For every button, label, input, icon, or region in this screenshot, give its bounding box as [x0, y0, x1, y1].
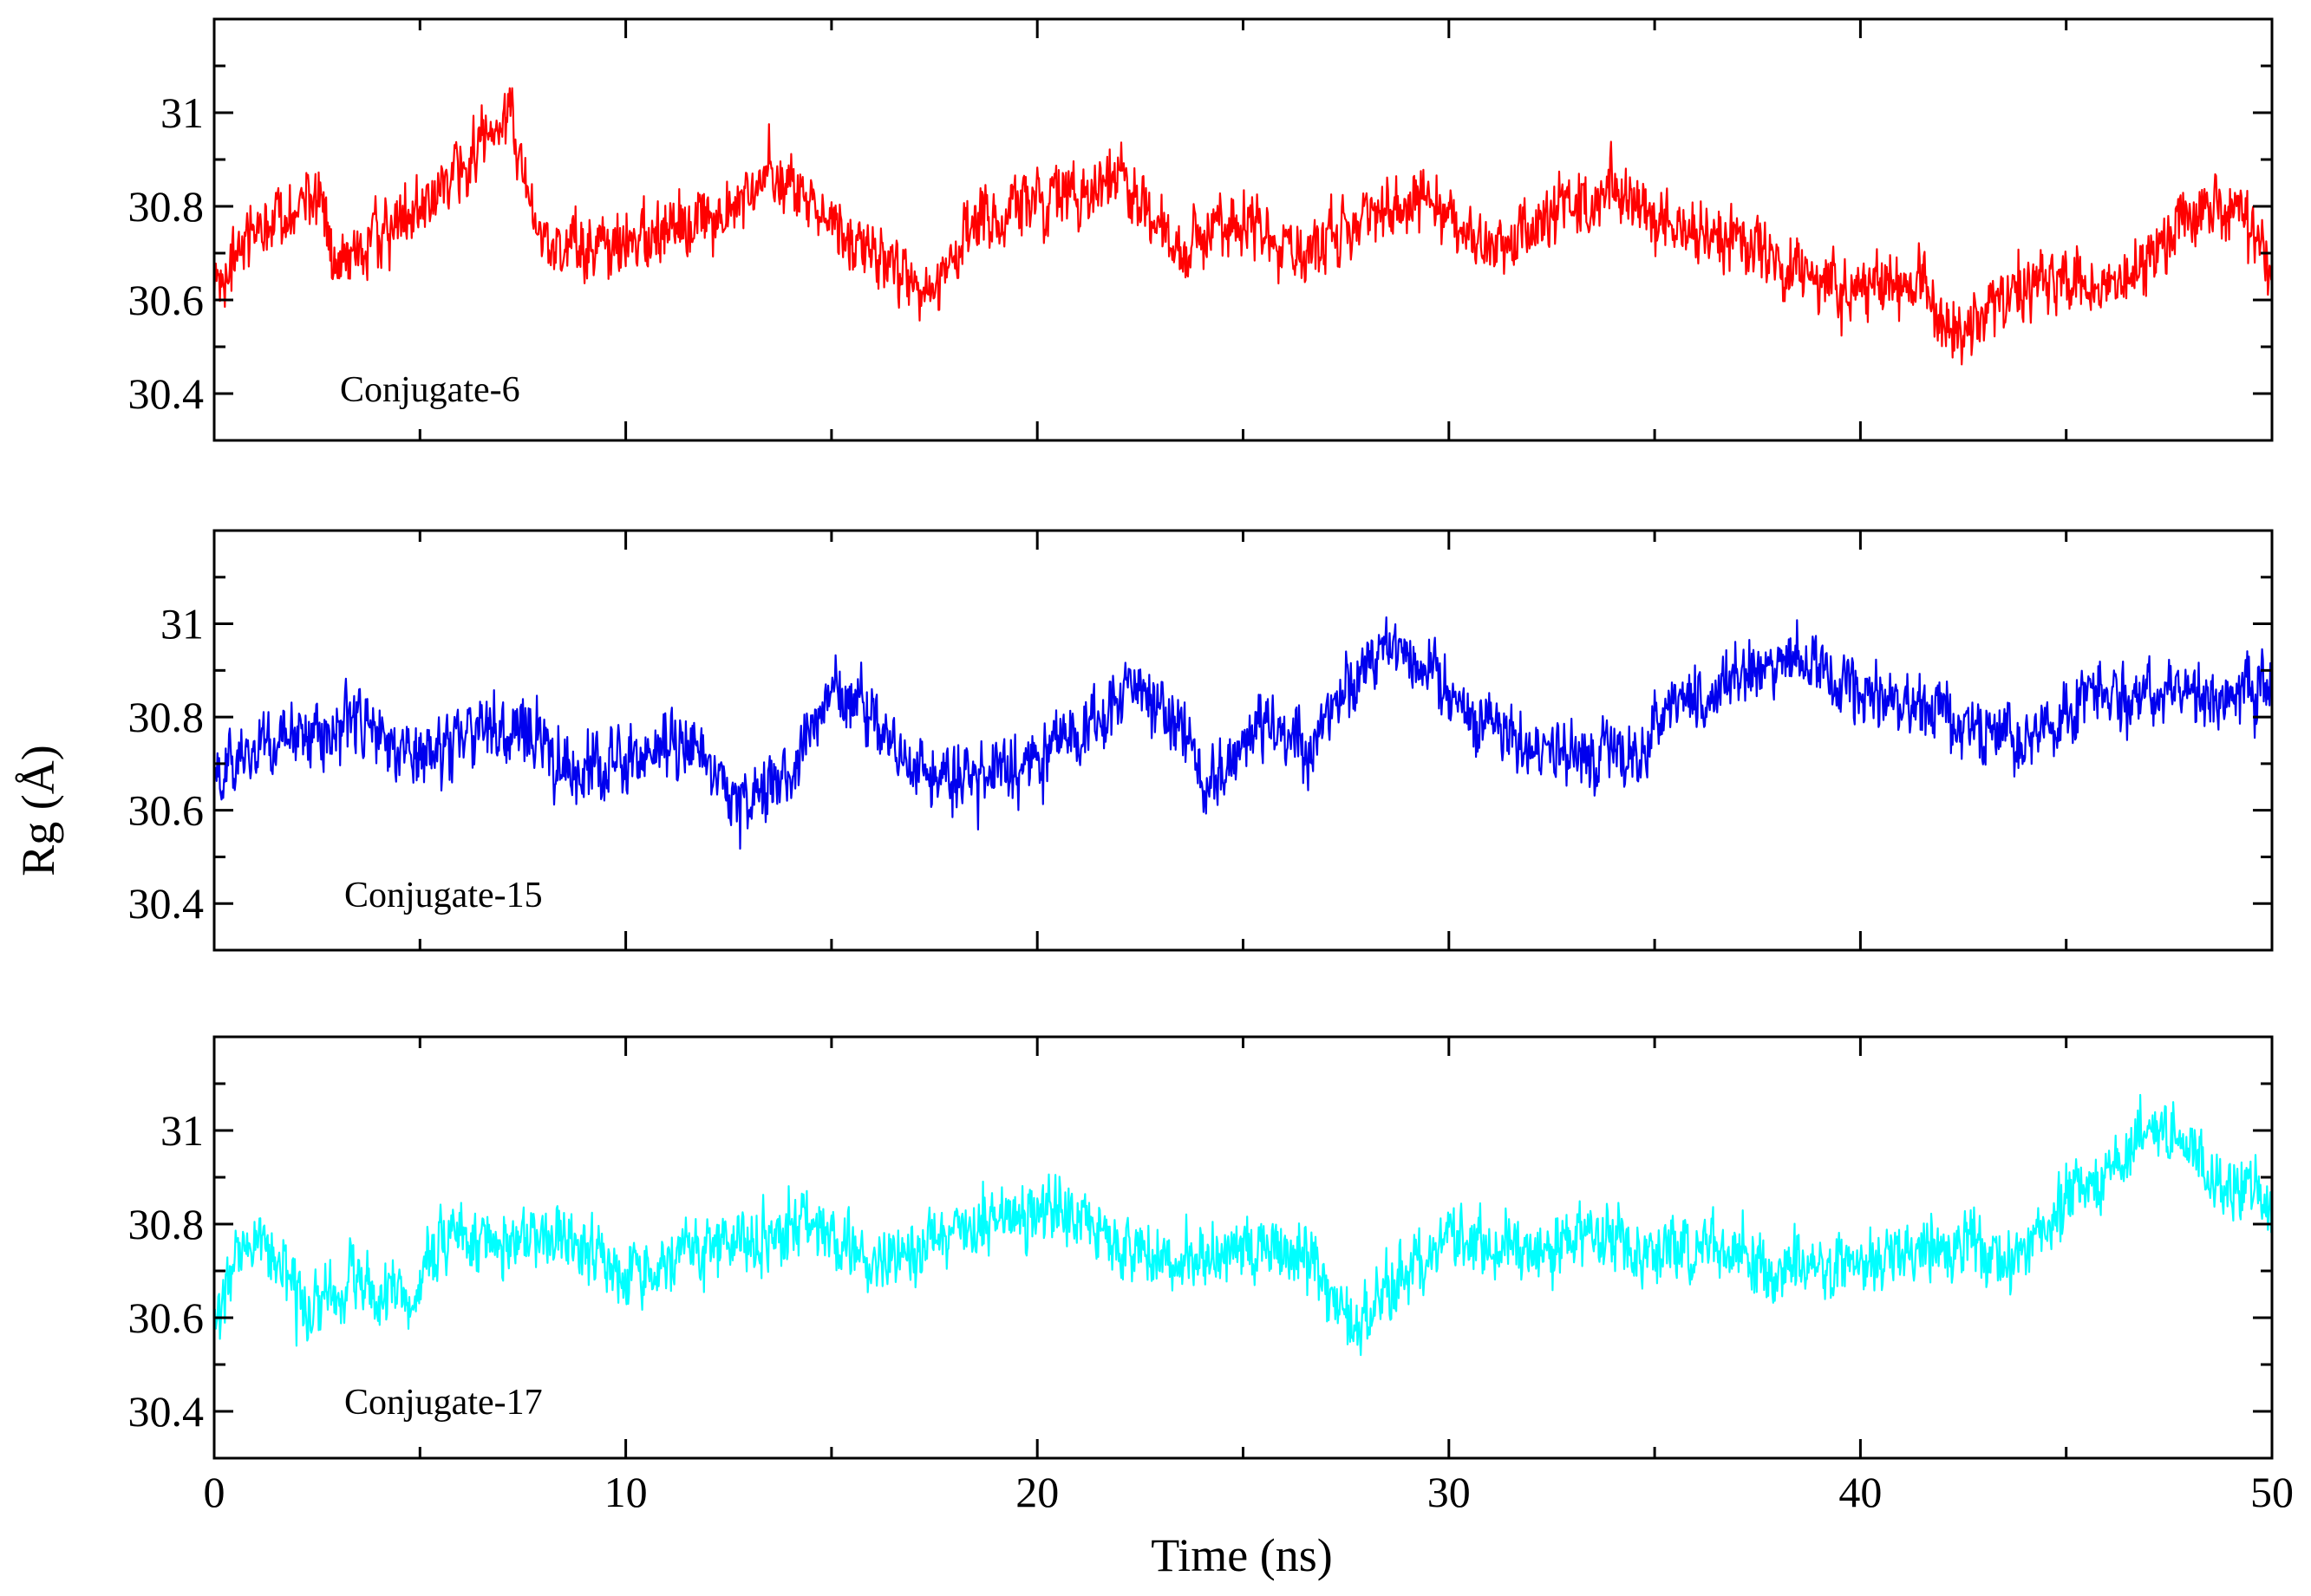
y-tick-label: 31: [160, 1106, 204, 1155]
x-tick-label: 50: [2250, 1468, 2294, 1516]
y-tick-label: 30.6: [128, 786, 205, 835]
panels-group: 30.4 30.6 30.8 31 Conjugate-6 30.4 30.6 30.8 31 C…: [128, 17, 2294, 1516]
x-tick-label: 30: [1427, 1468, 1471, 1516]
y-tick-label: 31: [160, 88, 204, 137]
y-tick-label: 30.4: [128, 1387, 205, 1436]
series-line-conjugate-17: [214, 1093, 2272, 1357]
series-line-conjugate-15: [214, 616, 2272, 850]
x-tick-label: 40: [1838, 1468, 1882, 1516]
panel-conjugate-15: 30.4 30.6 30.8 31 Conjugate-15: [128, 529, 2274, 952]
y-tick-label: 30.4: [128, 369, 205, 418]
panel-label: Conjugate-6: [340, 370, 520, 410]
panel-conjugate-6: 30.4 30.6 30.8 31 Conjugate-6: [128, 17, 2274, 442]
x-tick-label: 20: [1015, 1468, 1059, 1516]
x-tick-label: 10: [604, 1468, 648, 1516]
y-tick-label: 30.8: [128, 182, 205, 231]
series-line-conjugate-6: [214, 87, 2272, 366]
panel-conjugate-17: 30.4 30.6 30.8 31 Conjugate-17 0 10 20 30 40 50: [128, 1035, 2294, 1516]
y-tick-label: 31: [160, 600, 204, 648]
panel-label: Conjugate-15: [344, 876, 543, 915]
panel-label: Conjugate-17: [344, 1383, 543, 1423]
y-tick-label: 30.6: [128, 1293, 205, 1342]
y-tick-label: 30.8: [128, 693, 205, 741]
y-tick-label: 30.8: [128, 1200, 205, 1248]
x-axis-label: Time (ns): [1151, 1529, 1333, 1581]
y-tick-label: 30.6: [128, 276, 205, 324]
x-tick-label: 0: [204, 1468, 225, 1516]
y-axis-label: Rg (Å): [12, 745, 64, 876]
y-tick-label: 30.4: [128, 879, 205, 928]
